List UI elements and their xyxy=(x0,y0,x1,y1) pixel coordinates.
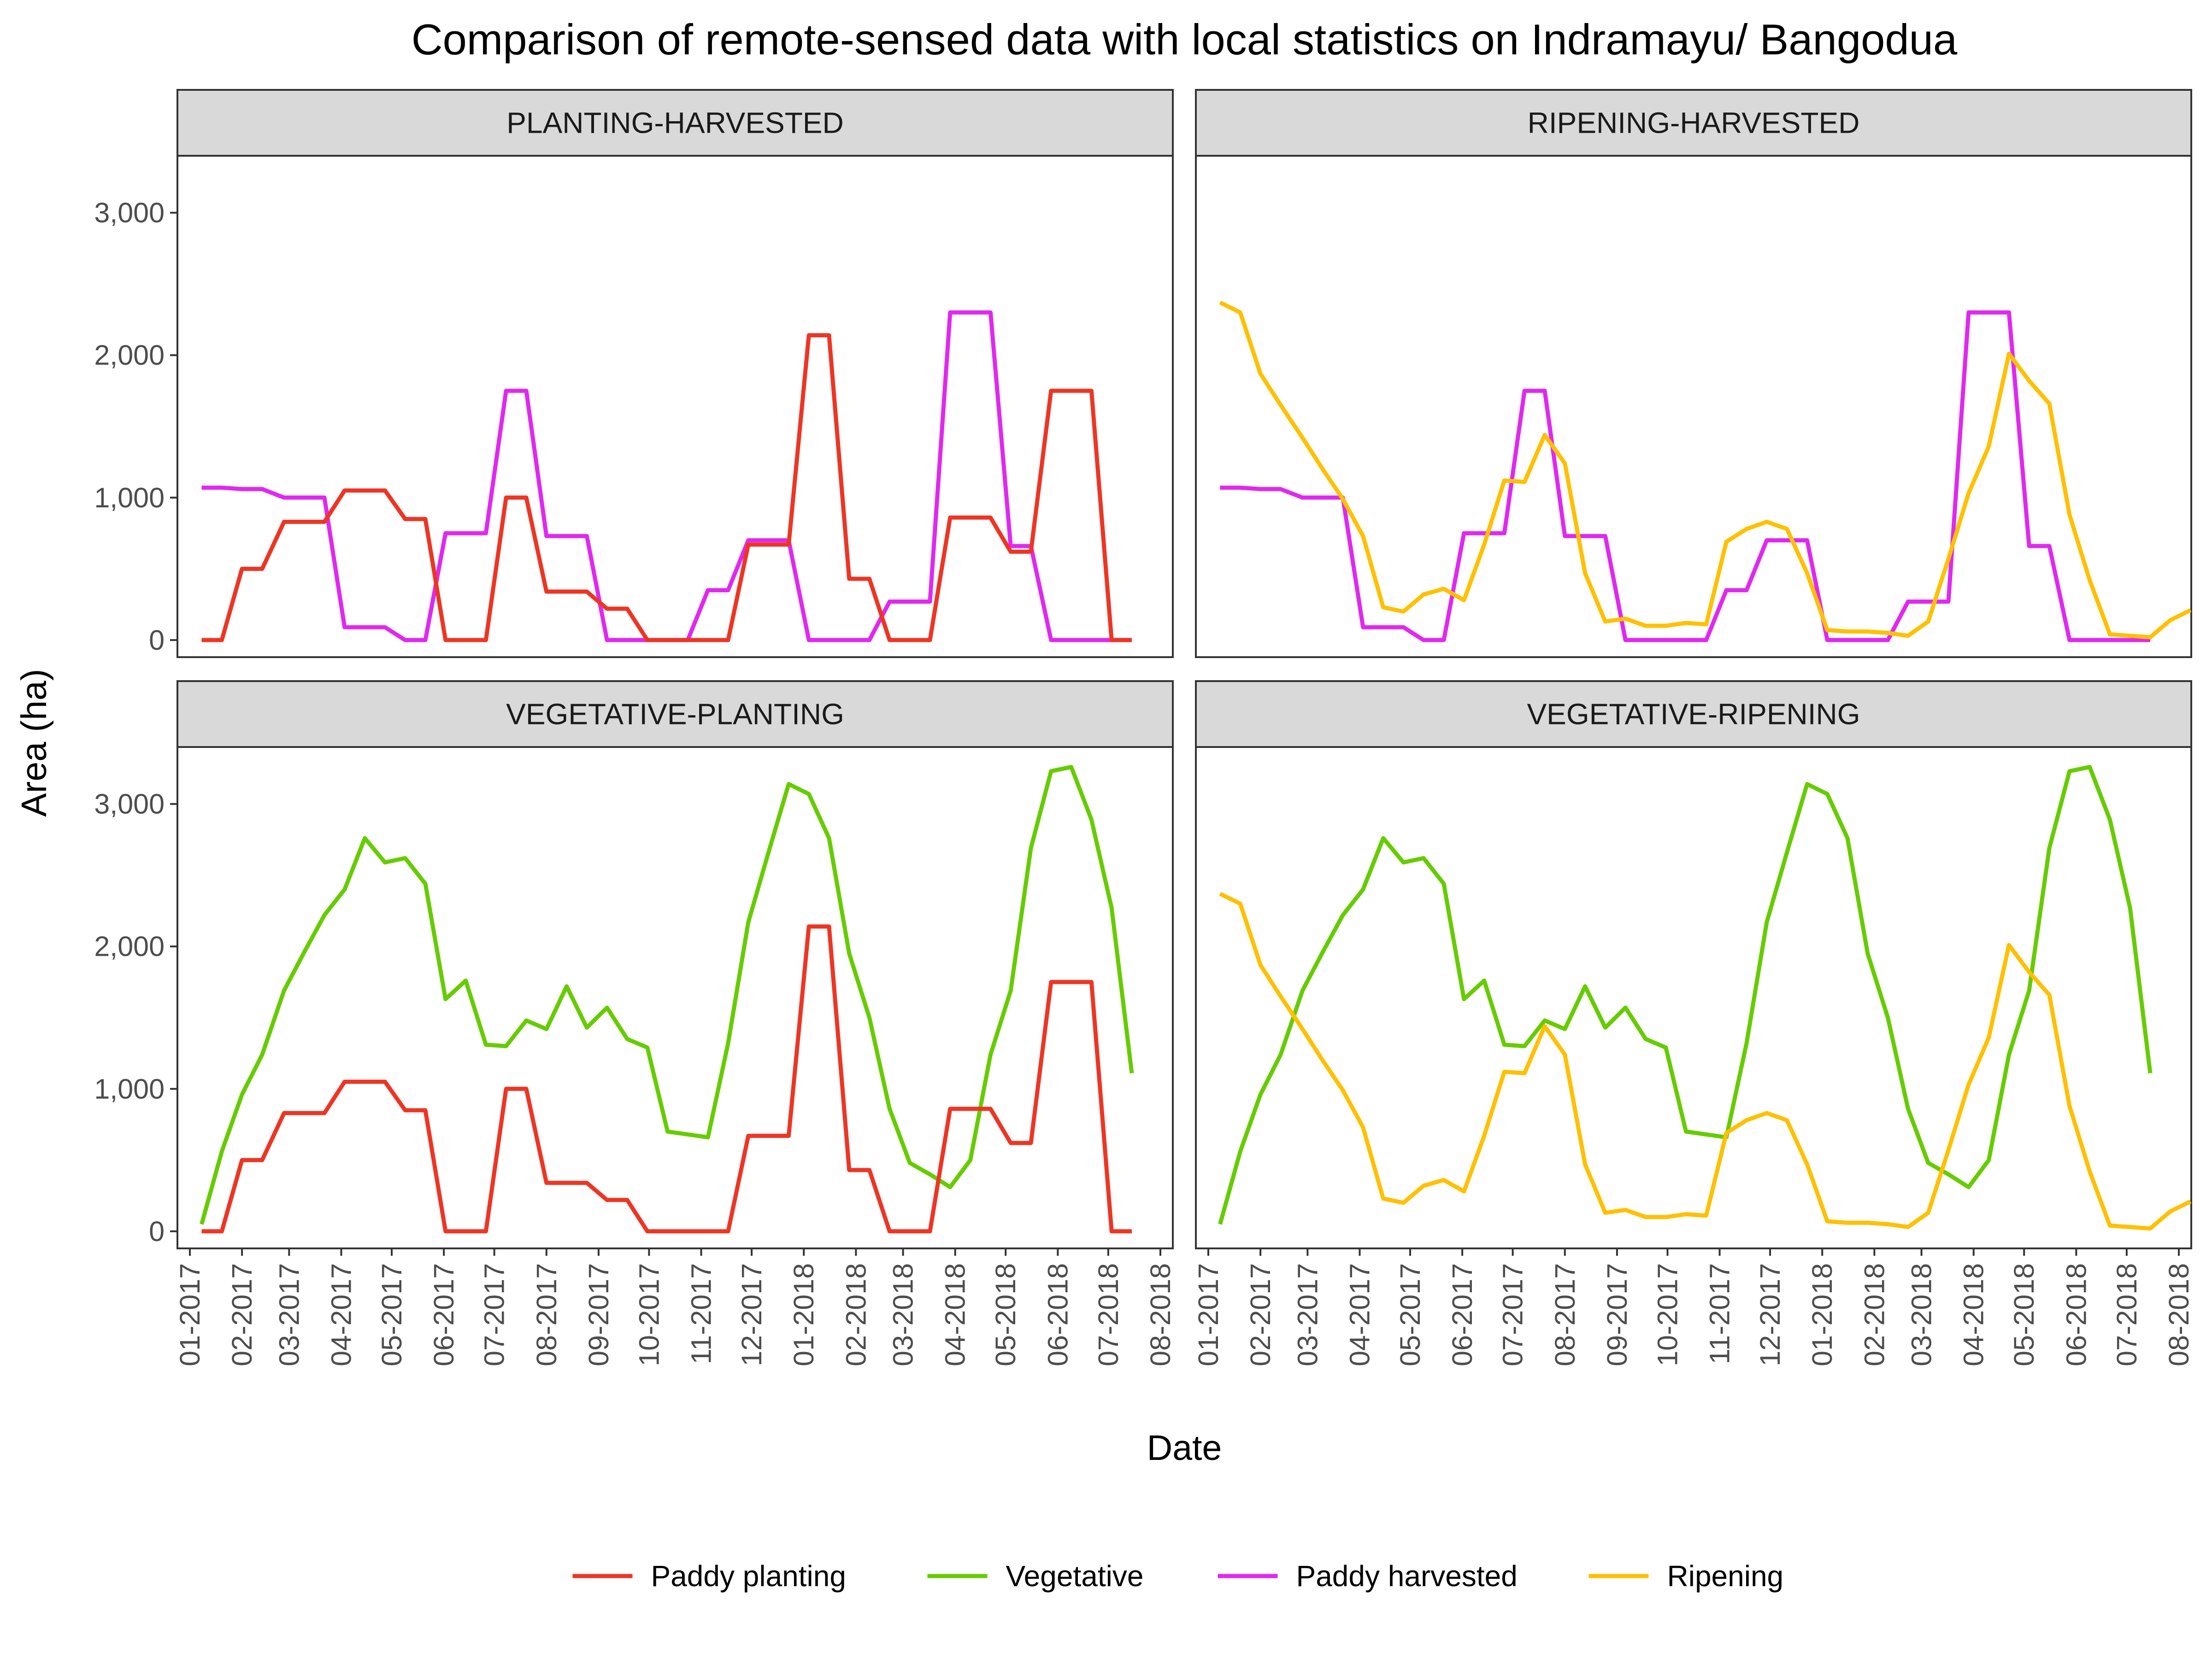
x-tick-label: 05-2017 xyxy=(1394,1263,1426,1366)
x-tick-label: 07-2018 xyxy=(2111,1263,2142,1366)
x-tick-label: 05-2018 xyxy=(2008,1263,2040,1366)
x-tick-label: 05-2018 xyxy=(990,1263,1021,1366)
chart-title: Comparison of remote-sensed data with lo… xyxy=(412,15,1958,64)
x-tick-label: 08-2017 xyxy=(1549,1263,1581,1366)
x-tick-label: 12-2017 xyxy=(1754,1263,1786,1366)
legend-label: Vegetative xyxy=(1006,1559,1144,1593)
panel-plot-area xyxy=(1195,155,2192,658)
x-tick-label: 06-2018 xyxy=(2060,1263,2092,1366)
y-tick-label: 3,000 xyxy=(94,197,165,229)
x-tick-label: 02-2017 xyxy=(226,1263,258,1366)
x-tick-label: 04-2018 xyxy=(1958,1263,1989,1366)
legend-item-paddy-harvested: Paddy harvested xyxy=(1218,1559,1518,1593)
x-tick-label: 08-2017 xyxy=(531,1263,562,1366)
series-line-paddy-planting xyxy=(201,924,1132,1234)
series-line-vegetative xyxy=(1218,765,2153,1225)
y-axis-title: Area (ha) xyxy=(14,669,54,817)
x-tick-label: 01-2017 xyxy=(1193,1263,1224,1366)
y-tick-label: 2,000 xyxy=(94,931,165,962)
y-tick-label: 1,000 xyxy=(94,482,165,513)
legend-item-ripening: Ripening xyxy=(1588,1559,1784,1593)
x-tick-label: 02-2018 xyxy=(1859,1263,1890,1366)
x-tick-label: 09-2017 xyxy=(1601,1263,1633,1366)
x-tick-label: 04-2017 xyxy=(325,1263,357,1366)
series-line-ripening xyxy=(1219,300,2192,640)
x-tick-label: 11-2017 xyxy=(1704,1263,1735,1364)
x-tick-label: 12-2017 xyxy=(736,1263,767,1366)
legend-item-vegetative: Vegetative xyxy=(927,1559,1144,1593)
x-tick-label: 07-2017 xyxy=(479,1263,510,1366)
x-tick-label: 05-2017 xyxy=(376,1263,407,1366)
x-tick-label: 01-2018 xyxy=(788,1263,819,1366)
legend-item-paddy-planting: Paddy planting xyxy=(572,1559,846,1593)
y-tick-label: 3,000 xyxy=(94,788,165,820)
panel-strip xyxy=(176,89,1174,157)
x-tick-label: 09-2017 xyxy=(583,1263,614,1366)
x-tick-label: 11-2017 xyxy=(686,1263,717,1364)
x-tick-label: 03-2018 xyxy=(888,1263,919,1366)
x-tick-label: 04-2017 xyxy=(1344,1263,1375,1366)
series-line-vegetative xyxy=(200,765,1134,1225)
legend: Paddy planting Vegetative Paddy harvested R… xyxy=(572,1559,1784,1593)
x-axis-title: Date xyxy=(1147,1428,1222,1468)
panel-planting-harvested: PLANTING-HARVESTED 0 1,000 2,000 3,000 xyxy=(94,89,1174,658)
panel-strip-label: VEGETATIVE-PLANTING xyxy=(506,698,844,731)
x-tick-label: 10-2017 xyxy=(633,1263,665,1366)
x-tick-label: 07-2018 xyxy=(1093,1263,1124,1366)
x-tick-label: 04-2018 xyxy=(940,1263,971,1366)
panel-strip xyxy=(1195,680,2192,748)
series-line-ripening xyxy=(1219,892,2192,1231)
panels-layer: PLANTING-HARVESTED 0 1,000 2,000 3,000 RIPENI… xyxy=(94,89,2194,1366)
y-tick-label: 0 xyxy=(149,624,165,656)
panel-vegetative-ripening: VEGETATIVE-RIPENING 01-2017 02-2017 03-2017… xyxy=(1193,680,2194,1366)
x-tick-label: 02-2018 xyxy=(840,1263,871,1366)
legend-label: Ripening xyxy=(1667,1559,1784,1593)
legend-label: Paddy planting xyxy=(651,1559,846,1593)
series-line-paddy-harvested xyxy=(1220,310,2150,642)
x-tick-label: 06-2017 xyxy=(428,1263,459,1366)
x-tick-label: 06-2017 xyxy=(1447,1263,1478,1366)
x-tick-label: 07-2017 xyxy=(1497,1263,1529,1366)
panel-vegetative-planting: VEGETATIVE-PLANTING 0 1,000 2,000 3,000 01-20… xyxy=(94,680,1176,1366)
panel-ripening-harvested: RIPENING-HARVESTED xyxy=(1195,89,2192,658)
panel-plot-area xyxy=(176,746,1174,1249)
y-tick-label: 1,000 xyxy=(94,1073,165,1105)
x-tick-label: 06-2018 xyxy=(1042,1263,1073,1366)
y-tick-label: 0 xyxy=(149,1216,165,1247)
x-tick-label: 08-2018 xyxy=(2163,1263,2194,1366)
legend-label: Paddy harvested xyxy=(1296,1559,1518,1593)
panel-strip-label: PLANTING-HARVESTED xyxy=(506,106,843,140)
x-tick-label: 03-2017 xyxy=(1292,1263,1323,1366)
x-tick-label: 03-2018 xyxy=(1906,1263,1937,1366)
panel-plot-area xyxy=(1195,746,2192,1249)
x-tick-label: 08-2018 xyxy=(1145,1263,1176,1366)
x-tick-label: 01-2018 xyxy=(1806,1263,1838,1366)
x-tick-label: 02-2017 xyxy=(1245,1263,1276,1366)
panel-strip-label: RIPENING-HARVESTED xyxy=(1528,106,1860,140)
x-tick-label: 03-2017 xyxy=(273,1263,305,1366)
panel-strip xyxy=(176,680,1174,748)
panel-plot-area xyxy=(176,155,1174,658)
x-tick-label: 10-2017 xyxy=(1652,1263,1683,1366)
panel-strip-label: VEGETATIVE-RIPENING xyxy=(1527,698,1860,731)
x-tick-label: 01-2017 xyxy=(174,1263,206,1366)
y-tick-label: 2,000 xyxy=(94,340,165,371)
series-line-paddy-planting xyxy=(201,333,1132,642)
